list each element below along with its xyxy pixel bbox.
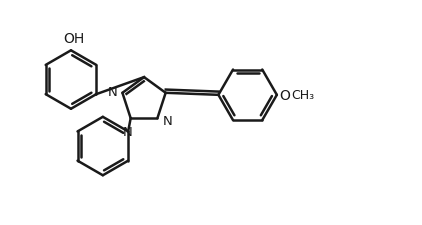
Text: N: N [162,115,173,128]
Text: O: O [279,88,290,102]
Text: CH₃: CH₃ [291,89,314,102]
Text: N: N [122,125,133,138]
Text: OH: OH [64,32,85,46]
Text: N: N [107,85,117,98]
